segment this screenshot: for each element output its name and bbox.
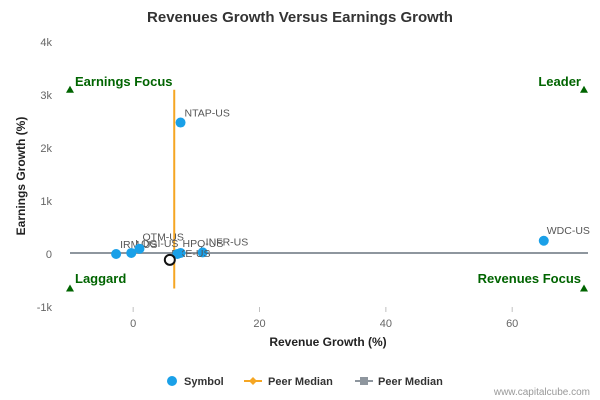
quadrant-marker-triangle [580,284,588,292]
data-points: NTAP-USWDC-USIRM-USLOGI-USQTM-USHPQ-USIN… [111,108,590,266]
x-tick-label: 0 [130,318,136,330]
legend-earnings-median-label: Peer Median [378,376,443,388]
quadrant-marker-triangle [66,284,74,292]
quadrant-label-revenues-focus: Revenues Focus [478,271,581,286]
legend-earnings-median-marker [360,377,368,385]
y-tick-label: 3k [40,90,52,102]
quadrant-label-leader: Leader [538,74,581,89]
quadrant-labels: Earnings Focus Leader Laggard Revenues Focu… [66,74,588,292]
data-point [197,247,208,258]
point-label: LOGI-US [135,238,178,250]
point-label: HPQ-US [183,238,224,250]
credit-text: www.capitalcube.com [493,387,590,398]
axes: 0 20 40 60 -1k 0 1k 2k 3k 4k [37,37,519,330]
data-point [538,235,549,246]
y-tick-label: 4k [40,37,52,49]
point-label: NTAP-US [185,108,230,120]
data-point [126,247,137,258]
y-tick-label: 2k [40,143,52,155]
y-axis-title: Earnings Growth (%) [14,117,28,236]
legend-revenue-median-label: Peer Median [268,376,333,388]
y-tick-label: -1k [37,302,53,314]
legend: Symbol Peer Median Peer Median [167,376,443,388]
legend-symbol-marker [167,376,177,386]
quadrant-marker-triangle [66,85,74,93]
subject-company-point [163,253,176,266]
quadrant-marker-triangle [580,85,588,93]
chart-title: Revenues Growth Versus Earnings Growth [147,9,453,26]
data-point [175,117,186,128]
legend-revenue-median-marker [249,377,257,385]
x-tick-label: 40 [380,318,392,330]
point-label: WDC-US [547,225,590,237]
quadrant-label-laggard: Laggard [75,271,126,286]
data-point [134,243,145,254]
x-axis-title: Revenue Growth (%) [269,335,386,349]
data-point [111,249,122,259]
x-tick-label: 20 [253,318,265,330]
x-tick-label: 60 [506,318,518,330]
quadrant-label-earnings-focus: Earnings Focus [75,74,173,89]
y-tick-label: 0 [46,249,52,261]
legend-symbol-label: Symbol [184,376,224,388]
data-point [172,249,183,259]
y-tick-label: 1k [40,196,52,208]
point-label: QTM-US [142,232,183,244]
median-lines [70,89,588,289]
point-label: INFR-US [206,236,249,248]
